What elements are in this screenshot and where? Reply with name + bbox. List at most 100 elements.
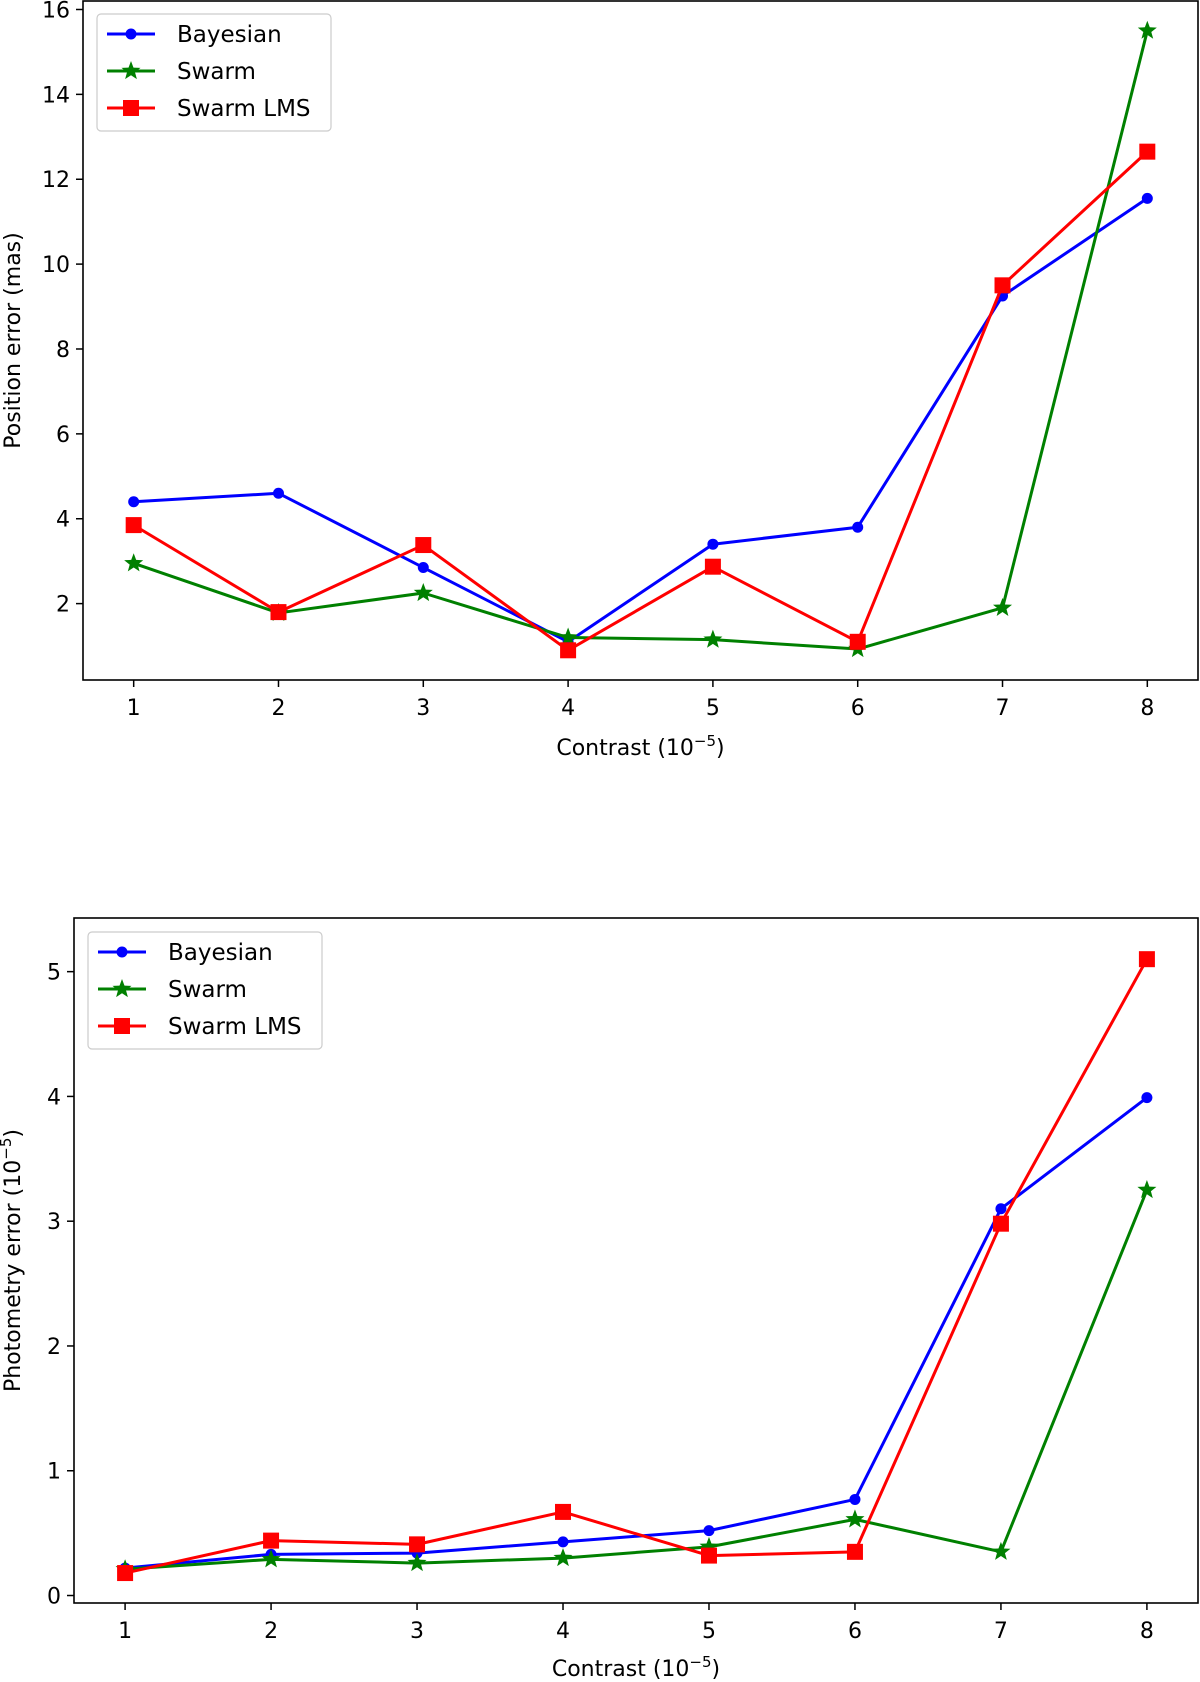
legend-label: Bayesian: [168, 940, 273, 966]
data-point: [409, 1536, 426, 1553]
x-tick-label: 1: [127, 696, 141, 721]
y-tick-label: 2: [56, 593, 70, 618]
data-point: [703, 1525, 715, 1537]
data-point: [994, 277, 1011, 294]
x-tick-label: 5: [706, 696, 720, 721]
data-point: [128, 496, 140, 508]
x-tick-label: 5: [702, 1619, 716, 1644]
chart-panel-2: 1 2 3 4 5 6 7 8 0 1 2 3 4 5 Contrast (10−5) Photometry …: [0, 917, 1199, 1682]
y-tick-label: 5: [47, 961, 61, 986]
x-tick-label: 2: [264, 1619, 278, 1644]
data-point: [1137, 1180, 1157, 1199]
legend-label: Swarm: [177, 59, 256, 85]
x-axis-label: Contrast (10−5): [556, 732, 724, 761]
x-tick-label: 6: [848, 1619, 862, 1644]
y-tick-label: 16: [42, 0, 70, 23]
x-tick-label: 7: [994, 1619, 1008, 1644]
data-point: [272, 487, 284, 499]
y-tick-label: 8: [56, 338, 70, 363]
x-tick-label: 8: [1140, 1619, 1154, 1644]
x-tick-label: 3: [416, 696, 430, 721]
y-axis-label: Photometry error (10−5): [0, 1129, 26, 1392]
data-point: [1141, 1092, 1153, 1104]
series-line: [124, 1096, 1148, 1570]
data-point: [991, 1541, 1011, 1560]
data-point: [852, 521, 864, 533]
legend-box: [96, 13, 332, 132]
legend-marker: [116, 946, 128, 958]
legend-marker: [123, 100, 139, 116]
series-line: [132, 150, 1149, 652]
data-point: [560, 642, 577, 659]
series-bayesian: [119, 1092, 1153, 1574]
x-tick-label: 7: [996, 696, 1010, 721]
y-tick-label: 0: [47, 1585, 61, 1610]
y-tick-label: 6: [56, 423, 70, 448]
y-axis-label: Position error (mas): [1, 232, 26, 448]
y-tick-label: 1: [47, 1460, 61, 1485]
legend-marker: [125, 28, 137, 40]
data-point: [407, 1553, 427, 1572]
x-axis-label: Contrast (10−5): [552, 1653, 720, 1682]
series-line: [124, 1189, 1149, 1571]
y-tick-label: 10: [42, 253, 70, 278]
data-point: [846, 1543, 863, 1560]
plot-frame: [82, 0, 1199, 681]
y-tick-label: 3: [47, 1210, 61, 1235]
data-point: [845, 1509, 865, 1528]
y-tick-label: 4: [47, 1085, 61, 1110]
series-line: [124, 958, 1149, 1575]
legend: Bayesian Swarm Swarm LMS: [87, 931, 323, 1050]
data-point: [849, 633, 866, 650]
legend-label: Swarm LMS: [168, 1014, 302, 1040]
y-tick-label: 4: [56, 508, 70, 533]
data-point: [1141, 192, 1153, 204]
legend-marker: [112, 979, 132, 998]
data-point: [124, 553, 144, 572]
x-tick-label: 4: [561, 696, 575, 721]
x-tick-label: 1: [118, 1619, 132, 1644]
data-point: [704, 558, 721, 575]
data-point: [417, 562, 429, 574]
x-tick-label: 8: [1140, 696, 1154, 721]
data-point: [415, 537, 432, 554]
y-tick-label: 2: [47, 1335, 61, 1360]
series-line: [133, 30, 1149, 651]
x-tick-label: 2: [271, 696, 285, 721]
series-swarm: [115, 1180, 1157, 1578]
legend-label: Bayesian: [177, 22, 282, 48]
legend-marker: [121, 61, 141, 80]
legend-marker: [114, 1018, 130, 1034]
data-point: [1138, 951, 1155, 968]
series-swarm-lms: [117, 951, 1155, 1582]
legend: Bayesian Swarm Swarm LMS: [96, 13, 332, 132]
series-line: [133, 197, 1149, 644]
data-point: [993, 597, 1013, 616]
data-point: [700, 1547, 717, 1564]
data-point: [270, 604, 287, 621]
data-point: [995, 1203, 1007, 1215]
data-point: [553, 1548, 573, 1567]
data-point: [703, 629, 723, 648]
data-point: [557, 1536, 569, 1548]
data-point: [699, 1536, 719, 1555]
data-point: [125, 517, 142, 534]
data-point: [1139, 143, 1156, 160]
data-point: [558, 627, 578, 646]
legend-label: Swarm: [168, 977, 247, 1003]
data-point: [1137, 20, 1157, 39]
data-point: [992, 1215, 1009, 1232]
data-point: [261, 1549, 281, 1568]
x-tick-label: 6: [851, 696, 865, 721]
x-tick-label: 3: [410, 1619, 424, 1644]
y-tick-label: 12: [42, 168, 70, 193]
data-point: [413, 583, 433, 602]
data-point: [707, 538, 719, 550]
plot-frame: [73, 917, 1199, 1604]
x-tick-label: 4: [556, 1619, 570, 1644]
data-point: [263, 1532, 280, 1549]
legend-label: Swarm LMS: [177, 96, 311, 122]
series-bayesian: [128, 192, 1153, 648]
